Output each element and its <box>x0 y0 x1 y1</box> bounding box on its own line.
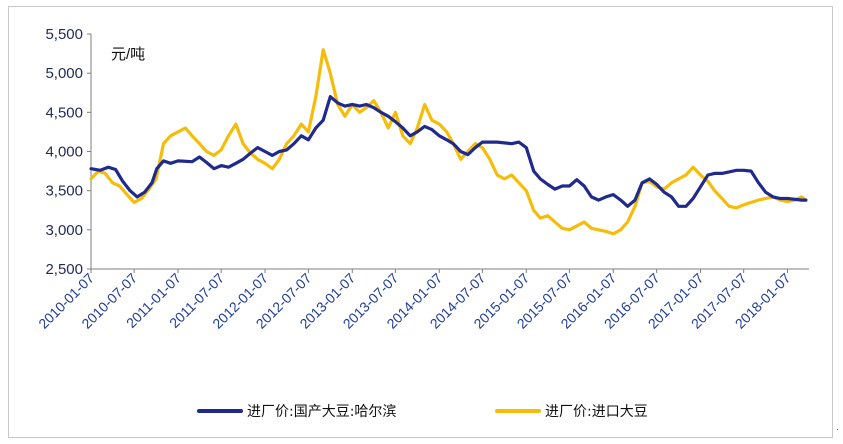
y-tick-label: 3,000 <box>45 222 83 239</box>
corner-mark: · <box>836 424 839 434</box>
y-tick-label: 2,500 <box>45 261 83 278</box>
line-chart: 5,500 5,000 4,500 4,000 3,500 3,000 2,500 2010… <box>35 26 809 420</box>
x-axis: 2010-01-072010-07-072011-01-072011-07-07… <box>35 268 809 332</box>
legend-label: 进厂价:进口大豆 <box>545 404 648 420</box>
y-tick-label: 4,000 <box>45 144 83 161</box>
y-tick-label: 3,500 <box>45 183 83 200</box>
y-tick-label: 5,500 <box>45 26 83 43</box>
series-line <box>89 48 808 236</box>
series-line <box>89 95 808 208</box>
y-axis: 5,500 5,000 4,500 4,000 3,500 3,000 2,500 <box>45 26 92 278</box>
legend-label: 进厂价:国产大豆:哈尔滨 <box>247 404 396 420</box>
y-tick-label: 5,000 <box>45 65 83 82</box>
chart-frame: 5,500 5,000 4,500 4,000 3,500 3,000 2,500 2010… <box>8 6 833 438</box>
legend: 进厂价:国产大豆:哈尔滨 进厂价:进口大豆 <box>197 404 648 420</box>
unit-label: 元/吨 <box>111 46 145 63</box>
y-tick-label: 4,500 <box>45 104 83 121</box>
series-layer <box>89 48 808 236</box>
